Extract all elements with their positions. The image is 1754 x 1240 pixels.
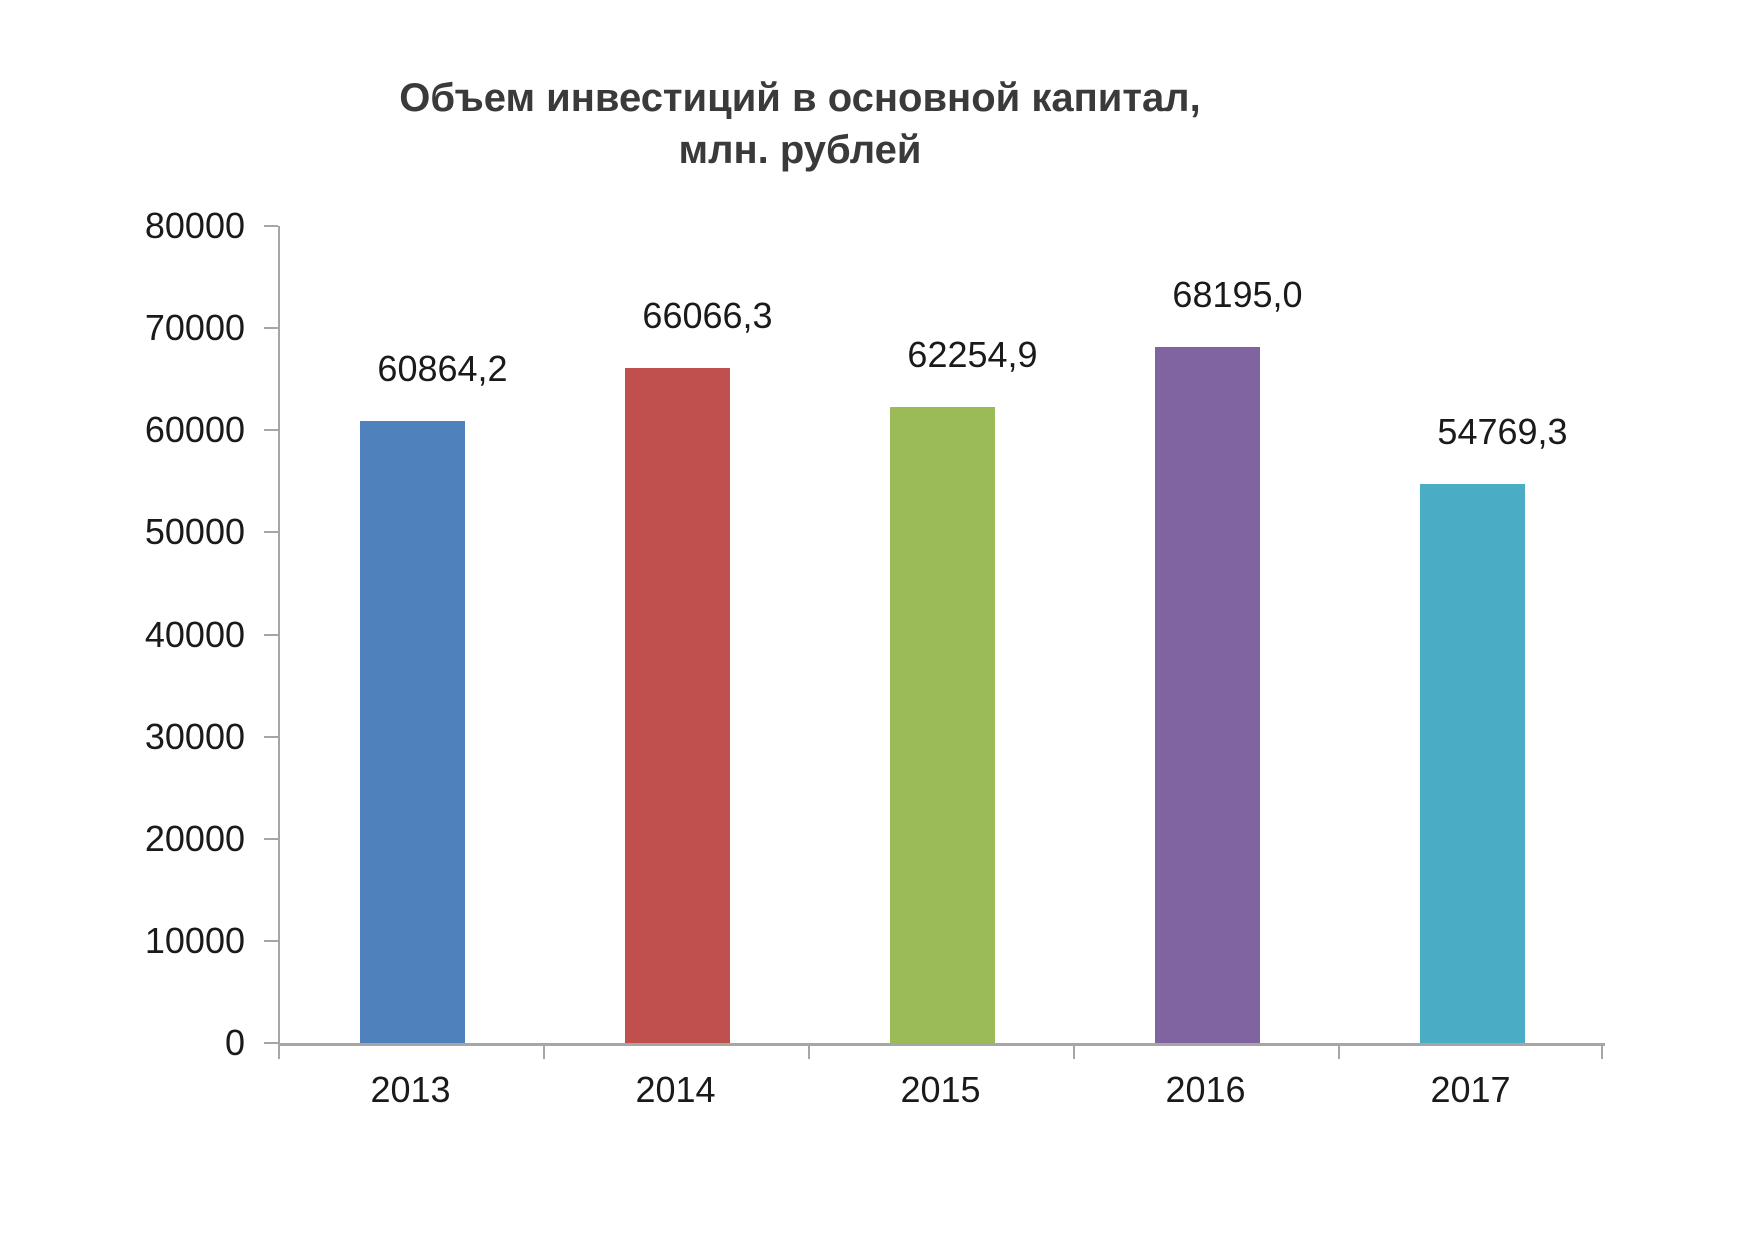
y-axis-tick-label: 50000 xyxy=(144,511,245,553)
chart-title-line-1: Объем инвестиций в основной капитал, xyxy=(399,76,1201,120)
x-category-label: 2014 xyxy=(635,1069,716,1110)
x-axis-tick xyxy=(1073,1046,1075,1059)
y-axis-tick xyxy=(264,633,278,636)
y-axis-tick-label: 20000 xyxy=(144,817,245,859)
y-axis-tick-label: 30000 xyxy=(144,715,245,757)
bar xyxy=(1155,346,1260,1043)
y-axis-tick-label: 40000 xyxy=(144,613,245,655)
y-axis-tick xyxy=(264,735,278,738)
bar-value-label: 60864,2 xyxy=(377,348,508,390)
y-axis-tick-label: 80000 xyxy=(144,205,245,246)
bar-value-label: 54769,3 xyxy=(1437,410,1568,452)
y-axis-tick xyxy=(264,327,278,330)
chart-title-line-2: млн. рублей xyxy=(678,128,922,172)
x-category-label: 2016 xyxy=(1165,1069,1246,1110)
bar xyxy=(625,368,730,1043)
bar-value-label: 66066,3 xyxy=(642,295,773,337)
y-axis-tick-label: 0 xyxy=(224,1022,245,1063)
x-axis-tick xyxy=(1338,1046,1340,1059)
y-axis-tick xyxy=(264,225,278,227)
bar xyxy=(1420,483,1525,1043)
y-axis-tick xyxy=(264,1042,278,1044)
x-axis-tick xyxy=(543,1046,545,1059)
bar-value-label: 68195,0 xyxy=(1172,273,1303,315)
x-axis-tick xyxy=(278,1046,280,1059)
plot-area: 60864,2 66066,3 62254,9 68195,0 54769,3 xyxy=(278,226,1605,1046)
y-axis-tick xyxy=(264,837,278,840)
x-axis-tick xyxy=(1601,1046,1603,1059)
y-axis-tick-label: 70000 xyxy=(144,307,245,349)
y-axis-tick-label: 10000 xyxy=(144,919,245,961)
x-category-label: 2017 xyxy=(1430,1069,1511,1110)
y-axis-tick-label: 60000 xyxy=(144,409,245,451)
x-category-label: 2015 xyxy=(900,1069,981,1110)
bar-value-label: 62254,9 xyxy=(907,334,1038,376)
x-category-label: 2013 xyxy=(370,1069,451,1110)
x-axis-tick xyxy=(808,1046,810,1059)
bar xyxy=(360,421,465,1043)
y-axis-tick xyxy=(264,429,278,432)
y-axis-tick xyxy=(264,939,278,942)
chart-title: Объем инвестиций в основной капитал, млн… xyxy=(0,72,1600,176)
bar xyxy=(890,407,995,1043)
y-axis-tick xyxy=(264,531,278,534)
